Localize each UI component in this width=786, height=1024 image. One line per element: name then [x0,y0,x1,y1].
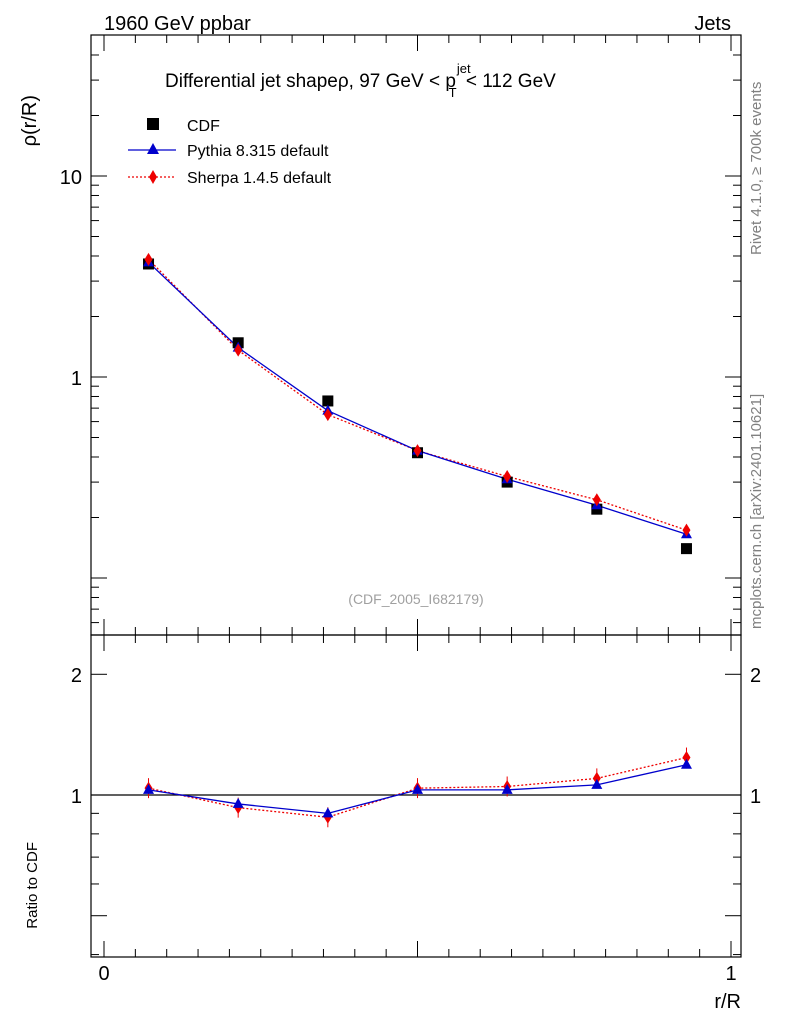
sherpa-point [144,252,153,266]
ytick-label-1: 1 [71,368,82,390]
legend: CDF Pythia 8.315 default Sherpa 1.4.5 de… [128,118,332,187]
ratio-plot-frame [90,634,742,958]
ratio-ytick-label-1-right: 1 [750,786,761,808]
sherpa-line [148,258,687,531]
ratio-sherpa-point [682,751,691,765]
ratio-plot-data [91,747,741,828]
main-plot-data [143,252,692,555]
legend-sherpa-marker [149,170,157,184]
cdf-point [680,543,692,555]
analysis-watermark: (CDF_2005_I682179) [348,591,483,607]
header-right: Jets [694,13,731,35]
legend-cdf-label: CDF [187,118,220,135]
legend-pythia-marker [147,143,159,154]
ytick-label-10: 10 [60,167,82,189]
header-left: 1960 GeV ppbar [104,13,251,35]
ratio-sherpa-point [592,771,601,785]
sherpa-point [503,469,512,483]
sherpa-point [323,408,332,422]
ratio-pythia-point [143,783,155,794]
sherpa-point [682,523,691,537]
ratio-pythia-point [501,783,513,794]
x-axis-label: r/R [714,991,741,1013]
axis-ticks [91,35,741,957]
ratio-pythia-point [591,778,603,789]
ratio-ytick-label-1: 1 [71,786,82,808]
y-axis-label: ρ(r/R) [19,95,41,146]
pythia-line [148,261,687,535]
sherpa-point [234,343,243,357]
legend-sherpa-label: Sherpa 1.4.5 default [187,170,332,187]
ratio-pythia-point [412,783,423,794]
ratio-pythia-point [232,797,244,808]
ratio-ytick-label-2: 2 [71,665,82,687]
xtick-label-1: 1 [725,963,736,985]
rivet-label: Rivet 4.1.0, ≥ 700k events [748,82,765,255]
legend-pythia-label: Pythia 8.315 default [187,143,329,160]
legend-cdf-marker [147,118,159,130]
cdf-point [322,395,334,407]
ratio-y-axis-label: Ratio to CDF [24,842,41,929]
mcplots-label: mcplots.cern.ch [arXiv:2401.10621] [748,394,765,629]
sherpa-point [413,444,422,458]
ratio-ytick-label-2-right: 2 [750,665,761,687]
ratio-pythia-point [680,758,692,769]
xtick-label-0: 0 [98,963,109,985]
ratio-pythia-point [322,807,334,818]
chart-title: Differential jet shapeρ, 97 GeV < pjet T … [165,61,556,100]
sherpa-point [592,493,601,507]
